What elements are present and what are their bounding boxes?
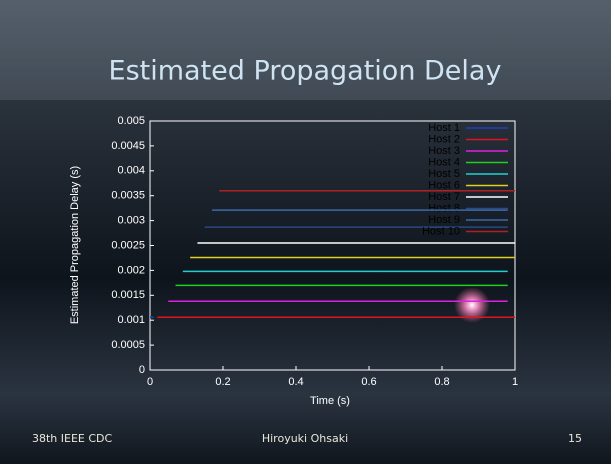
- y-axis-label: Estimated Propagation Delay (s): [69, 166, 81, 324]
- x-tick-label: 0.8: [434, 376, 449, 388]
- page: {"chart_data": {"type": "line", "title":…: [0, 0, 611, 464]
- legend-label: Host 5: [428, 168, 460, 180]
- x-axis-label: Time (s): [310, 395, 350, 407]
- legend-label: Host 2: [428, 133, 460, 145]
- y-tick-label: 0.0005: [111, 339, 145, 351]
- x-tick-label: 0.6: [361, 376, 376, 388]
- y-tick-label: 0.004: [117, 165, 145, 177]
- x-tick-label: 1: [512, 376, 518, 388]
- y-tick-label: 0.0025: [111, 239, 145, 251]
- footer-left: 38th IEEE CDC: [32, 432, 113, 445]
- legend-label: Host 4: [428, 156, 460, 168]
- y-tick-label: 0: [139, 364, 145, 376]
- slide-title: Estimated Propagation Delay: [109, 56, 502, 87]
- footer-center: Hiroyuki Ohsaki: [262, 432, 348, 445]
- y-tick-label: 0.005: [117, 115, 145, 127]
- y-tick-label: 0.0035: [111, 190, 145, 202]
- legend-label: Host 6: [428, 179, 460, 191]
- footer-right: 15: [568, 432, 582, 445]
- x-tick-label: 0.2: [215, 376, 230, 388]
- legend-label: Host 1: [428, 122, 460, 134]
- legend-label: Host 9: [428, 214, 460, 226]
- x-tick-label: 0: [147, 376, 153, 388]
- legend-label: Host 3: [428, 145, 460, 157]
- y-tick-label: 0.003: [117, 215, 145, 227]
- legend-label: Host 10: [422, 225, 460, 237]
- y-tick-label: 0.002: [117, 264, 145, 276]
- x-tick-label: 0.4: [288, 376, 303, 388]
- y-tick-label: 0.0015: [111, 289, 145, 301]
- slide: Estimated Propagation Delay Time (s) Est…: [0, 0, 611, 464]
- y-tick-label: 0.001: [117, 314, 145, 326]
- y-tick-label: 0.0045: [111, 140, 145, 152]
- legend-label: Host 7: [428, 191, 460, 203]
- legend-label: Host 8: [428, 202, 460, 214]
